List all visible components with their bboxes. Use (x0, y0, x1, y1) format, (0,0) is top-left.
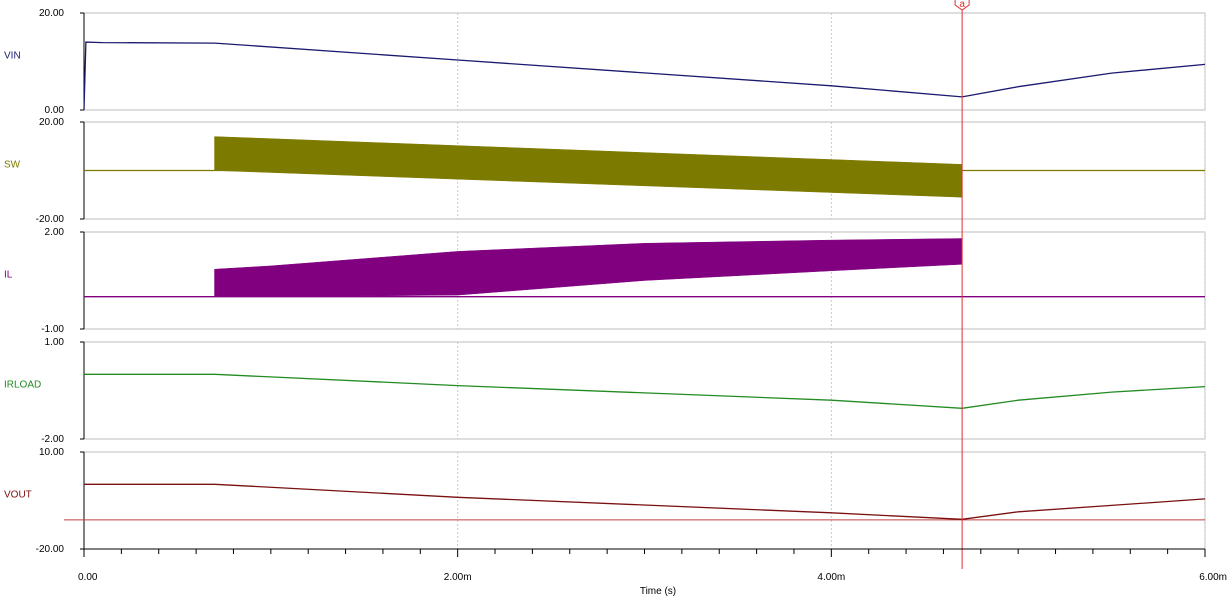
y-tick-label-min: -1.00 (41, 324, 64, 335)
y-tick-label-min: -20.00 (36, 214, 65, 225)
y-tick-label-max: 20.00 (39, 117, 64, 128)
trace-irload (84, 373, 1206, 409)
cursor-label: a (959, 0, 965, 10)
series-label-vout: VOUT (4, 490, 32, 501)
panel-vin: 20.00 0.00 VIN (4, 8, 1206, 116)
cursor-marker[interactable] (954, 0, 970, 11)
y-tick-label-max: 20.00 (39, 8, 64, 19)
panel-irload: 1.00 -2.00 IRLOAD (4, 337, 1206, 445)
panel-il: 2.00 -1.00 IL (4, 227, 1206, 335)
x-tick-label: 2.00m (444, 572, 472, 583)
panel-vout: 10.00 -20.00 VOUT (4, 447, 1206, 555)
y-tick-label-min: -2.00 (41, 434, 64, 445)
series-label-vin: VIN (4, 51, 21, 62)
switching-envelope-il (214, 238, 963, 297)
series-label-irload: IRLOAD (4, 380, 41, 391)
x-tick-label: 4.00m (817, 572, 845, 583)
trace-vout (84, 483, 1206, 520)
x-tick-label: 6.00m (1199, 572, 1227, 583)
y-tick-label-max: 2.00 (45, 227, 65, 238)
switching-envelope-sw (214, 136, 963, 198)
y-tick-label-min: 0.00 (45, 105, 65, 116)
trace-vin (83, 41, 1206, 111)
panel-frame (83, 451, 1206, 550)
x-axis-title: Time (s) (640, 586, 676, 597)
panel-frame (83, 341, 1206, 440)
panel-sw: 20.00 -20.00 SW (4, 117, 1206, 225)
series-label-sw: SW (4, 160, 21, 171)
x-tick-label: 0.00 (78, 572, 98, 583)
series-label-il: IL (4, 270, 13, 281)
panel-frame (83, 12, 1206, 111)
y-tick-label-min: -20.00 (36, 544, 65, 555)
y-tick-label-max: 10.00 (39, 447, 64, 458)
y-tick-label-max: 1.00 (45, 337, 65, 348)
